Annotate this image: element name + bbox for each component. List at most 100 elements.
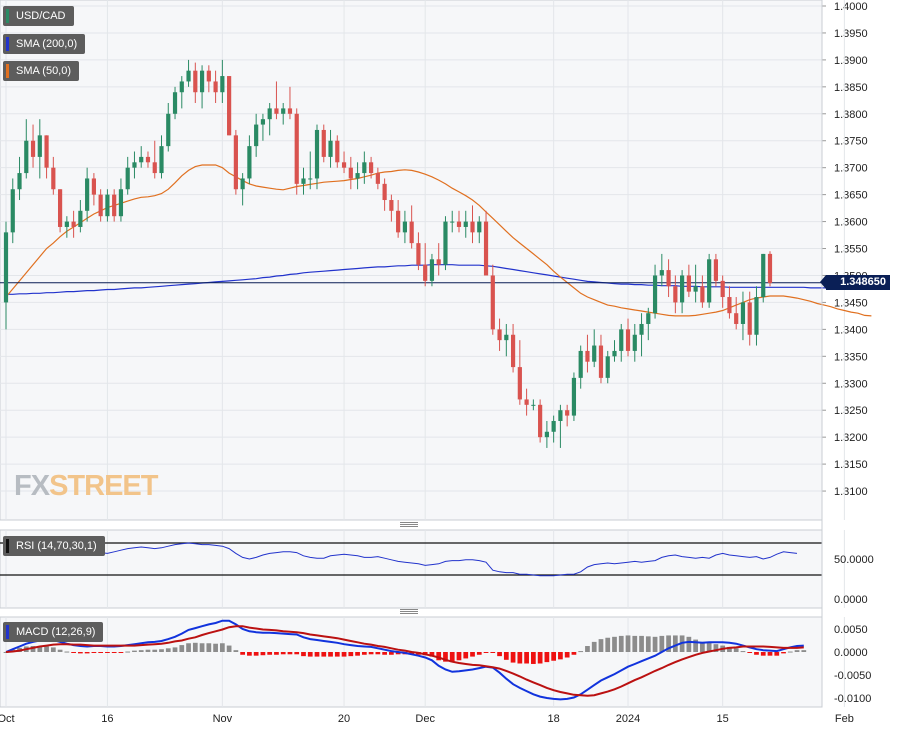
macd-histogram-bar — [787, 651, 793, 653]
macd-histogram-bar — [537, 652, 543, 664]
y-tick-label: 1.3950 — [834, 28, 868, 40]
candle-body — [51, 167, 56, 190]
candle-body — [321, 129, 326, 157]
candle-body — [443, 221, 448, 265]
macd-histogram-bar — [375, 652, 381, 655]
candle-body — [571, 377, 577, 416]
candle-body — [57, 189, 63, 227]
legend-macd[interactable]: MACD (12,26,9) — [3, 622, 104, 642]
macd-histogram-bar — [449, 652, 455, 663]
macd-histogram-bar — [598, 639, 604, 652]
macd-histogram-bar — [700, 641, 705, 652]
legend-macd-swatch — [6, 625, 9, 639]
macd-histogram-bar — [240, 652, 246, 655]
candle-body — [132, 162, 137, 168]
macd-histogram-bar — [652, 636, 658, 652]
macd-histogram-bar — [558, 652, 563, 660]
macd-histogram-bar — [409, 652, 415, 655]
candle-body — [612, 350, 617, 357]
candle-body — [91, 178, 96, 195]
candle-body — [632, 334, 637, 351]
pane-resize-handle-macd[interactable] — [400, 609, 418, 614]
legend-sma200-swatch — [6, 37, 9, 51]
candle-body — [429, 259, 435, 281]
x-tick-label: Oct — [0, 713, 15, 725]
macd-histogram-bar — [199, 643, 205, 652]
legend-sma200[interactable]: SMA (200,0) — [3, 34, 86, 54]
macd-histogram-bar — [551, 652, 557, 661]
candle-body — [463, 221, 468, 227]
candle-body — [734, 313, 739, 324]
candle-body — [713, 259, 719, 281]
macd-histogram-bar — [693, 639, 698, 652]
main-pane — [0, 0, 823, 521]
y-tick-label: 1.4000 — [834, 1, 868, 13]
macd-histogram-bar — [666, 635, 671, 652]
macd-histogram-bar — [138, 650, 144, 652]
macd-histogram-bar — [429, 652, 435, 657]
legend-rsi[interactable]: RSI (14,70,30,1) — [3, 536, 105, 556]
macd-histogram-bar — [213, 643, 218, 652]
macd-histogram-bar — [490, 652, 496, 653]
macd-histogram-bar — [334, 652, 340, 657]
candle-body — [727, 297, 732, 314]
macd-histogram-bar — [274, 652, 279, 655]
candle-body — [375, 173, 380, 184]
macd-histogram-bar — [165, 648, 171, 652]
macd-histogram-bar — [3, 652, 9, 653]
y-tick-label: 1.3100 — [834, 486, 868, 498]
macd-histogram-bar — [524, 652, 529, 664]
y-tick-label: 1.3800 — [834, 109, 868, 121]
macd-histogram-bar — [44, 646, 49, 652]
candle-body — [287, 108, 293, 114]
macd-histogram-bar — [517, 652, 523, 664]
candle-body — [369, 162, 374, 174]
legend-sma50[interactable]: SMA (50,0) — [3, 61, 80, 81]
macd-histogram-bar — [98, 652, 104, 653]
candle-body — [490, 275, 495, 330]
macd-histogram-bar — [78, 652, 83, 654]
y-tick-label: 1.3600 — [834, 217, 868, 229]
candle-body — [538, 404, 543, 438]
macd-histogram-bar — [71, 652, 76, 653]
macd-histogram-bar — [503, 652, 509, 660]
candle-body — [78, 210, 83, 227]
macd-histogram-bar — [389, 652, 394, 655]
macd-histogram-bar — [219, 643, 225, 652]
candle-body — [639, 323, 644, 335]
candle-body — [105, 194, 110, 217]
macd-histogram-bar — [760, 652, 766, 656]
macd-histogram-bar — [476, 652, 482, 655]
macd-histogram-bar — [307, 652, 313, 657]
candle-body — [517, 367, 522, 400]
candle-body — [686, 275, 691, 292]
macd-histogram-bar — [727, 646, 732, 652]
legend-usdcad[interactable]: USD/CAD — [3, 6, 74, 26]
x-tick-label: Nov — [213, 713, 233, 725]
candle-body — [17, 173, 22, 190]
candle-body — [666, 270, 671, 287]
macd-histogram-bar — [659, 635, 665, 652]
macd-histogram-bar — [280, 652, 286, 655]
candle-body — [707, 259, 712, 303]
pane-resize-handle-rsi[interactable] — [400, 522, 418, 527]
x-tick-label: 2024 — [616, 713, 640, 725]
macd-pane — [0, 616, 823, 708]
macd-histogram-bar — [591, 641, 597, 652]
macd-histogram-bar — [267, 652, 273, 655]
rsi-line — [5, 542, 798, 577]
candle-body — [402, 221, 407, 233]
macd-histogram-bar — [84, 652, 90, 654]
macd-histogram-bar — [152, 649, 158, 652]
candle-body — [747, 302, 752, 335]
candle-body — [44, 135, 49, 168]
macd-histogram-bar — [314, 652, 320, 657]
macd-histogram-bar — [686, 636, 692, 652]
candle-body — [341, 162, 347, 168]
macd-histogram-bar — [483, 652, 489, 653]
macd-histogram-bar — [226, 645, 232, 652]
macd-y-tick-label: 0.0050 — [834, 624, 868, 636]
macd-histogram-bar — [781, 652, 786, 654]
candle-body — [98, 194, 103, 217]
candle-body — [220, 76, 225, 93]
